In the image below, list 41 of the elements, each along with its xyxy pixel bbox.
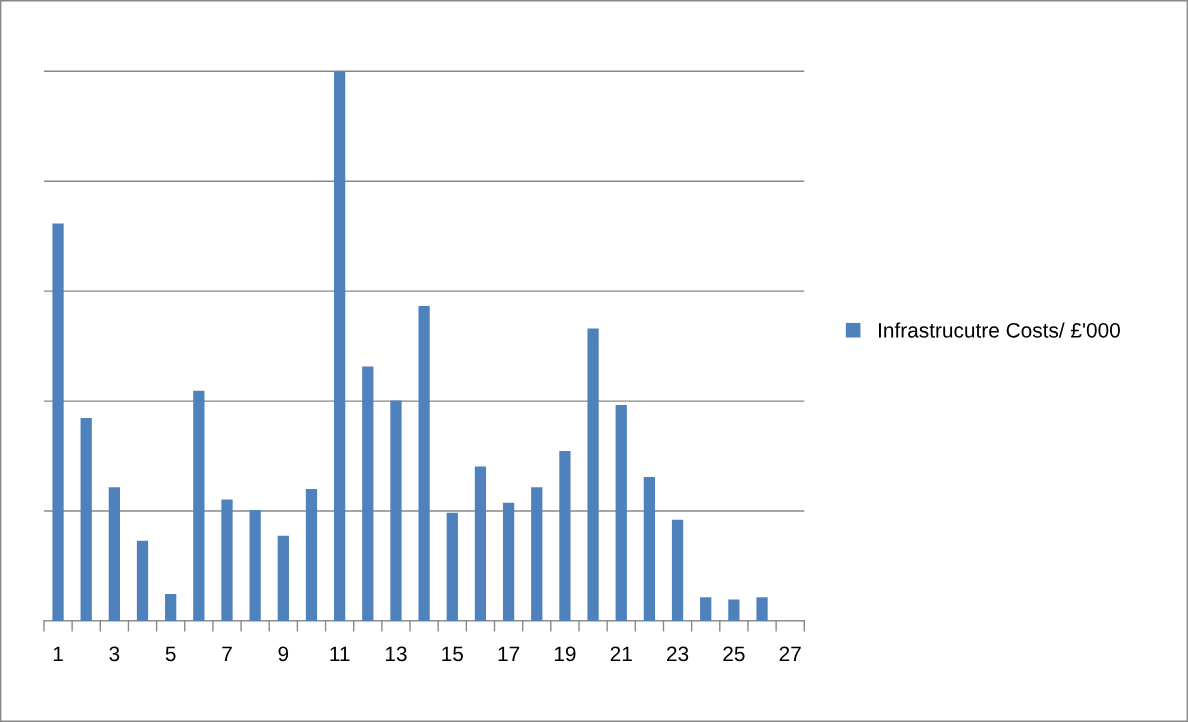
bar — [165, 593, 177, 621]
x-tick-label: 11 — [330, 646, 350, 662]
bar — [531, 487, 543, 621]
x-tick-label: 25 — [723, 646, 745, 662]
bar — [728, 599, 740, 621]
x-tick-label: 21 — [610, 646, 632, 662]
bar — [474, 466, 487, 621]
x-tick-label: 23 — [667, 646, 689, 662]
x-tick-label: 3 — [109, 646, 120, 662]
bar — [362, 366, 374, 621]
bar — [277, 535, 289, 621]
bar — [334, 71, 346, 621]
x-tick-label: 1 — [53, 646, 63, 662]
x-tick-label: 13 — [385, 646, 407, 662]
bar — [80, 418, 92, 621]
x-tick-label: 5 — [165, 646, 176, 662]
x-tick-label: 15 — [442, 646, 463, 662]
bar — [136, 540, 149, 621]
bar — [193, 390, 205, 621]
bar — [52, 223, 64, 621]
bar — [615, 404, 627, 621]
bar — [418, 305, 430, 621]
bar — [221, 499, 233, 621]
bar — [108, 487, 120, 621]
bar — [643, 476, 656, 621]
legend-label: Infrastrucutre Costs/ £'000 — [879, 322, 1120, 338]
bar — [249, 509, 261, 621]
bar — [446, 512, 458, 621]
bar — [502, 502, 515, 621]
bar — [390, 400, 402, 621]
bar — [559, 451, 571, 621]
bar — [671, 519, 684, 621]
bar — [700, 597, 712, 621]
x-tick-label: 9 — [278, 646, 289, 662]
bar — [756, 597, 768, 621]
x-tick-label: 19 — [554, 646, 576, 662]
bar — [587, 328, 599, 621]
x-tick-label: 17 — [498, 646, 520, 662]
x-tick-label: 27 — [779, 646, 801, 662]
x-tick-label: 7 — [222, 646, 232, 662]
bar — [305, 489, 318, 621]
